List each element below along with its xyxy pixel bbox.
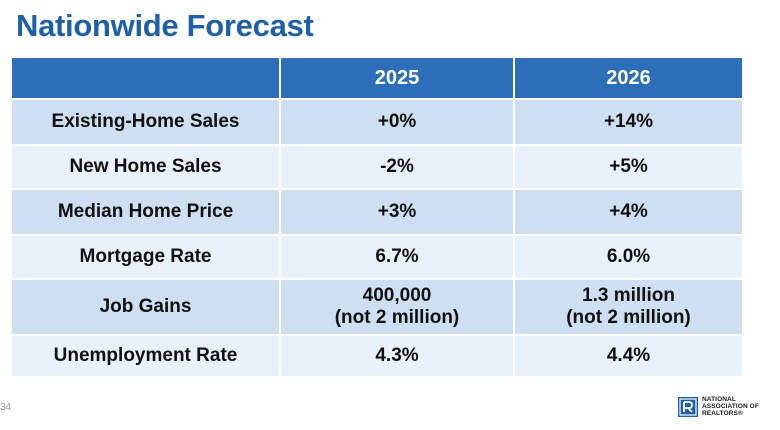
- value-2026-line2: (not 2 million): [566, 307, 691, 328]
- value-2025-line1: 400,000: [362, 285, 432, 306]
- value-2025: 400,000 (not 2 million): [280, 279, 515, 336]
- value-2026: 1.3 million (not 2 million): [514, 279, 742, 336]
- header-2025: 2025: [280, 58, 515, 100]
- value-2025: +3%: [280, 189, 515, 236]
- slide-number: 34: [0, 402, 12, 413]
- logo-line2: ASSOCIATION OF: [702, 403, 759, 410]
- header-empty-cell: [12, 58, 281, 100]
- realtor-r-icon: [678, 396, 698, 417]
- table-row: Existing-Home Sales +0% +14%: [12, 99, 742, 146]
- logo-line1: NATIONAL: [702, 396, 736, 403]
- value-2025-line2: (not 2 million): [334, 307, 460, 328]
- table-header-row: 2025 2026: [12, 58, 742, 100]
- row-label: New Home Sales: [12, 145, 281, 190]
- row-label: Unemployment Rate: [12, 335, 281, 378]
- nar-logo: NATIONAL ASSOCIATION OF REALTORS®: [678, 396, 759, 417]
- table-row: New Home Sales -2% +5%: [12, 145, 742, 190]
- row-label: Median Home Price: [12, 189, 281, 236]
- table-row: Mortgage Rate 6.7% 6.0%: [12, 235, 742, 280]
- value-2025: 6.7%: [280, 235, 515, 280]
- value-2025: -2%: [280, 145, 515, 190]
- value-2026: 4.4%: [514, 335, 742, 378]
- value-2026: +4%: [514, 189, 742, 236]
- value-2026: 6.0%: [514, 235, 742, 280]
- value-2026-line1: 1.3 million: [582, 285, 675, 306]
- page-title: Nationwide Forecast: [16, 8, 314, 43]
- value-2025: +0%: [280, 99, 515, 146]
- table-row: Unemployment Rate 4.3% 4.4%: [12, 335, 742, 378]
- table-row: Median Home Price +3% +4%: [12, 189, 742, 236]
- value-2026: +5%: [514, 145, 742, 190]
- table-row: Job Gains 400,000 (not 2 million) 1.3 mi…: [12, 279, 742, 336]
- forecast-table: 2025 2026 Existing-Home Sales +0% +14% N…: [12, 58, 742, 378]
- row-label: Existing-Home Sales: [12, 99, 281, 146]
- logo-text: NATIONAL ASSOCIATION OF REALTORS®: [702, 396, 759, 417]
- row-label: Job Gains: [12, 279, 281, 336]
- value-2026: +14%: [514, 99, 742, 146]
- row-label: Mortgage Rate: [12, 235, 281, 280]
- value-2025: 4.3%: [280, 335, 515, 378]
- header-2026: 2026: [514, 58, 742, 100]
- logo-line3: REALTORS®: [702, 410, 743, 417]
